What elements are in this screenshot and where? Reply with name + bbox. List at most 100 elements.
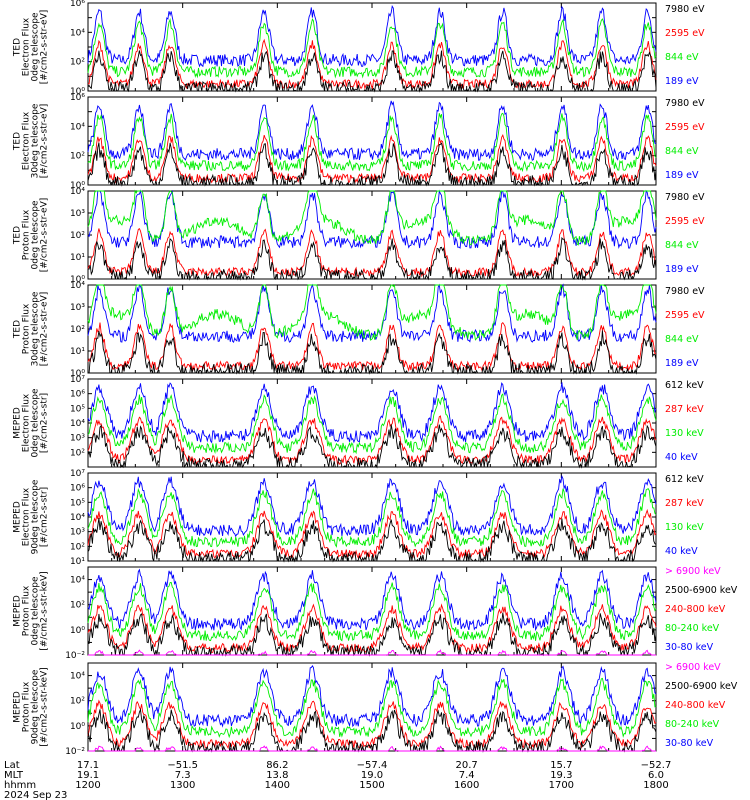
y-tick-label: 10⁰	[70, 87, 85, 97]
series-black-trace	[88, 330, 657, 375]
x-tick-mlt: 19.1	[77, 770, 99, 781]
x-tick-lat: −51.5	[167, 760, 198, 771]
y-tick-label: 10²	[70, 58, 85, 68]
y-axis-label-line: 0deg telescope	[31, 388, 41, 458]
legend-entry: 189 eV	[665, 358, 699, 369]
y-tick-label: 10²	[70, 697, 85, 707]
y-tick-label: 10⁰	[70, 369, 85, 379]
legend-entry: 240-800 keV	[665, 604, 726, 615]
legend-entry: 189 eV	[665, 170, 699, 181]
series-blue-trace	[87, 474, 657, 538]
y-tick-label: 10⁻²	[65, 651, 85, 661]
y-tick-label: 10²	[70, 325, 85, 335]
y-axis-label: MEPEDElectron Flux0deg telescope[#/cm2-s…	[13, 388, 50, 458]
y-axis-label-line: [#/cm2-s-str-eV]	[40, 10, 50, 85]
x-tick-lat: 20.7	[456, 760, 478, 771]
x-tick-mlt: 7.4	[459, 770, 475, 781]
y-axis-label-line: Proton Flux	[22, 681, 32, 732]
y-axis-label-line: 30deg telescope	[31, 103, 41, 178]
series-blue-trace	[87, 100, 657, 161]
x-tick-mlt: 6.0	[648, 770, 664, 781]
y-axis-label-line: TED	[13, 320, 23, 339]
x-tick-hhmm: 1500	[359, 780, 384, 791]
legend-entry: 80-240 keV	[665, 719, 720, 730]
series-blue-trace	[87, 283, 657, 344]
y-axis-label-line: 30deg telescope	[31, 291, 41, 366]
panel-7: 10⁻² 10⁰ 10² 10⁴ MEPEDProton Flux0deg telesc…	[13, 566, 738, 661]
series-red-trace	[87, 699, 657, 750]
panel-5: 10² 10³ 10⁴ 10⁵ 10⁶ 10⁷ MEPEDElectron Flux0deg…	[13, 375, 704, 469]
y-axis-label-line: 0deg telescope	[31, 200, 41, 270]
y-tick-label: 10¹	[70, 253, 85, 263]
series-magenta-trace	[88, 649, 656, 656]
y-axis-label-line: Electron Flux	[22, 393, 32, 452]
x-tick-hhmm: 1700	[549, 780, 574, 791]
y-axis-label: TEDProton Flux0deg telescope[#/cm2-s-str…	[13, 198, 50, 273]
y-axis-label-line: MEPED	[13, 501, 23, 533]
legend-entry: 844 eV	[665, 334, 699, 345]
y-axis-label-line: [#/cm2-s-str]	[40, 487, 50, 547]
series-blue-trace	[87, 665, 657, 728]
y-axis-label-line: Electron Flux	[22, 17, 32, 76]
y-tick-label: 10⁵	[70, 498, 85, 508]
series-green-trace	[87, 393, 657, 455]
panel-frame	[87, 2, 657, 92]
x-tick-mlt: 7.3	[175, 770, 191, 781]
panel-3: 10⁰ 10¹ 10² 10³ 10⁴ TEDProton Flux0deg telesc…	[13, 187, 706, 285]
y-tick-label: 10⁶	[70, 0, 85, 9]
legend-entry: 30-80 keV	[665, 642, 714, 653]
series-green-trace	[87, 677, 657, 739]
y-axis-label-line: TED	[13, 132, 23, 151]
legend-entry: 2595 eV	[665, 216, 705, 227]
series-blue-trace	[87, 568, 657, 632]
x-tick-lat: 15.7	[550, 760, 572, 771]
y-tick-label: 10⁻²	[65, 747, 85, 757]
x-tick-hhmm: 1200	[75, 780, 100, 791]
legend-entry: 30-80 keV	[665, 738, 714, 749]
legend-entry: > 6900 keV	[665, 566, 721, 577]
legend-entry: 2500-6900 keV	[665, 681, 738, 692]
legend-entry: 130 keV	[665, 522, 704, 533]
y-tick-label: 10⁴	[70, 513, 85, 523]
legend-entry: 612 keV	[665, 474, 704, 485]
y-axis-label-line: Electron Flux	[22, 487, 32, 546]
y-axis-label: TEDElectron Flux30deg telescope[#/cm2-s-…	[13, 103, 50, 178]
y-tick-label: 10⁵	[70, 404, 85, 414]
y-axis-label-line: 90deg telescope	[31, 669, 41, 744]
y-axis-label-line: [#/cm2-s-str-eV]	[40, 292, 50, 367]
y-axis-label-line: TED	[13, 226, 23, 245]
series-black-trace	[87, 707, 657, 753]
series-red-trace	[87, 38, 657, 91]
y-tick-label: 10⁴	[70, 122, 85, 132]
panel-8: 10⁻² 10⁰ 10² 10⁴ MEPEDProton Flux90deg teles…	[13, 662, 738, 757]
y-tick-label: 10²	[70, 152, 85, 162]
y-tick-label: 10³	[70, 528, 85, 538]
x-tick-hhmm: 1600	[454, 780, 479, 791]
legend-entry: 287 keV	[665, 498, 704, 509]
legend-entry: 240-800 keV	[665, 700, 726, 711]
y-axis-label-line: 0deg telescope	[31, 12, 41, 82]
legend-entry: 7980 eV	[665, 98, 705, 109]
y-axis-label: MEPEDProton Flux0deg telescope[#/cm2-s-s…	[13, 571, 50, 650]
series-blue-trace	[87, 189, 657, 249]
x-tick-mlt: 19.0	[361, 770, 383, 781]
panel-6: 10¹ 10² 10³ 10⁴ 10⁵ 10⁶ 10⁷ MEPEDElectron Flux9…	[13, 469, 705, 567]
y-tick-label: 10¹	[70, 557, 85, 567]
legend-entry: 7980 eV	[665, 286, 705, 297]
y-axis-label-line: MEPED	[13, 407, 23, 439]
legend-entry: 844 eV	[665, 240, 699, 251]
legend-entry: 7980 eV	[665, 192, 705, 203]
y-tick-label: 10⁴	[70, 281, 85, 291]
series-magenta-trace	[88, 745, 656, 752]
x-tick-hhmm: 1800	[643, 780, 668, 791]
footer-label-lat: Lat	[4, 760, 20, 771]
series-black-trace	[87, 236, 657, 281]
footer-label-hhmm: hhmm	[4, 780, 36, 791]
y-tick-label: 10²	[70, 231, 85, 241]
legend-entry: 40 keV	[665, 546, 698, 557]
legend-entry: 844 eV	[665, 52, 699, 63]
y-tick-label: 10⁶	[70, 484, 85, 494]
y-axis-label: TEDElectron Flux0deg telescope[#/cm2-s-s…	[13, 10, 50, 85]
